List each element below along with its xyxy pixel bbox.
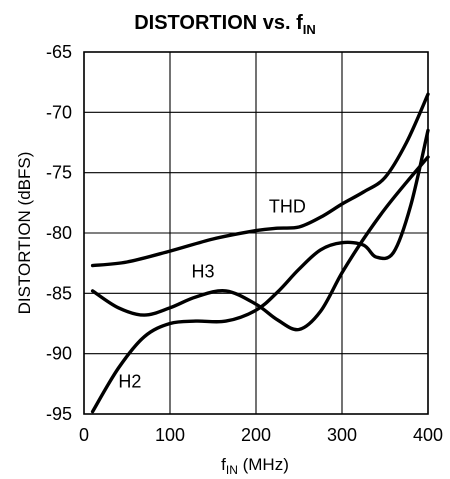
series-labels: THD H3 H2 (118, 196, 306, 391)
series-label-h2: H2 (118, 371, 141, 391)
chart-title-subscript: IN (303, 22, 316, 37)
x-tick-label: 300 (327, 425, 357, 445)
y-tick-label: -80 (46, 223, 72, 243)
x-axis-label: fIN (MHz) (221, 455, 289, 477)
y-tick-labels: -65 -70 -75 -80 -85 -90 -95 (46, 42, 72, 424)
y-tick-label: -70 (46, 102, 72, 122)
series-label-h3: H3 (192, 262, 215, 282)
series-line-h3 (90, 155, 430, 332)
x-tick-labels: 0 100 200 300 400 (79, 425, 443, 445)
x-axis-label-unit: (MHz) (238, 455, 289, 474)
x-tick-label: 0 (79, 425, 89, 445)
series-line-h2 (90, 128, 430, 414)
x-axis-label-main: f (221, 455, 226, 474)
y-axis-label: DISTORTION (dBFS) (15, 152, 34, 315)
grid-lines (83, 51, 429, 415)
chart-title: DISTORTION vs. fIN (134, 12, 316, 37)
y-tick-label: -75 (46, 163, 72, 183)
x-axis-label-subscript: IN (226, 463, 238, 477)
x-tick-label: 100 (155, 425, 185, 445)
y-tick-label: -90 (46, 344, 72, 364)
chart-title-main: DISTORTION vs. f (134, 12, 303, 34)
series-lines (90, 92, 430, 414)
series-line-thd (90, 92, 430, 268)
x-tick-label: 200 (241, 425, 271, 445)
y-tick-label: -65 (46, 42, 72, 62)
series-label-thd: THD (269, 196, 306, 216)
plot-frame (83, 51, 429, 415)
y-tick-label: -95 (46, 404, 72, 424)
x-tick-label: 400 (413, 425, 443, 445)
y-tick-label: -85 (46, 283, 72, 303)
